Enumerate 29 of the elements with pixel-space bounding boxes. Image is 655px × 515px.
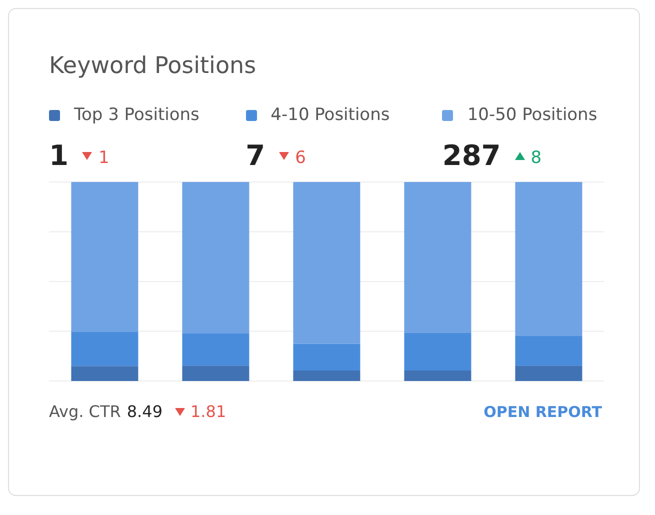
- text: 1: [49, 139, 68, 172]
- legend-label: 4-10 Positions: [270, 105, 391, 125]
- text: 287: [442, 139, 501, 172]
- bar: [71, 332, 138, 366]
- bar: [404, 332, 472, 370]
- bar: [515, 336, 582, 366]
- bar: [515, 366, 582, 381]
- text: 1: [98, 148, 110, 168]
- legend-label: Top 3 Positions: [73, 105, 200, 125]
- text: 8: [530, 148, 542, 168]
- text: Avg. CTR: [49, 402, 121, 421]
- legend-label: 10-50 Positions: [466, 105, 598, 125]
- bar: [293, 370, 360, 381]
- text: 7: [246, 139, 266, 172]
- bar: [404, 182, 472, 333]
- bar: [71, 366, 138, 381]
- chart-title: Keyword Positions: [49, 53, 258, 79]
- text: OPEN REPORT: [484, 402, 602, 420]
- bar: [182, 333, 250, 366]
- text: 8.49: [126, 402, 162, 421]
- bar: [404, 370, 472, 381]
- bar: [71, 182, 138, 332]
- bar: [293, 344, 360, 370]
- bar: [182, 182, 250, 334]
- text: 6: [295, 148, 306, 168]
- bar: [515, 182, 582, 336]
- bar: [182, 366, 250, 381]
- text: 1.81: [190, 402, 226, 421]
- bar: [293, 182, 360, 344]
